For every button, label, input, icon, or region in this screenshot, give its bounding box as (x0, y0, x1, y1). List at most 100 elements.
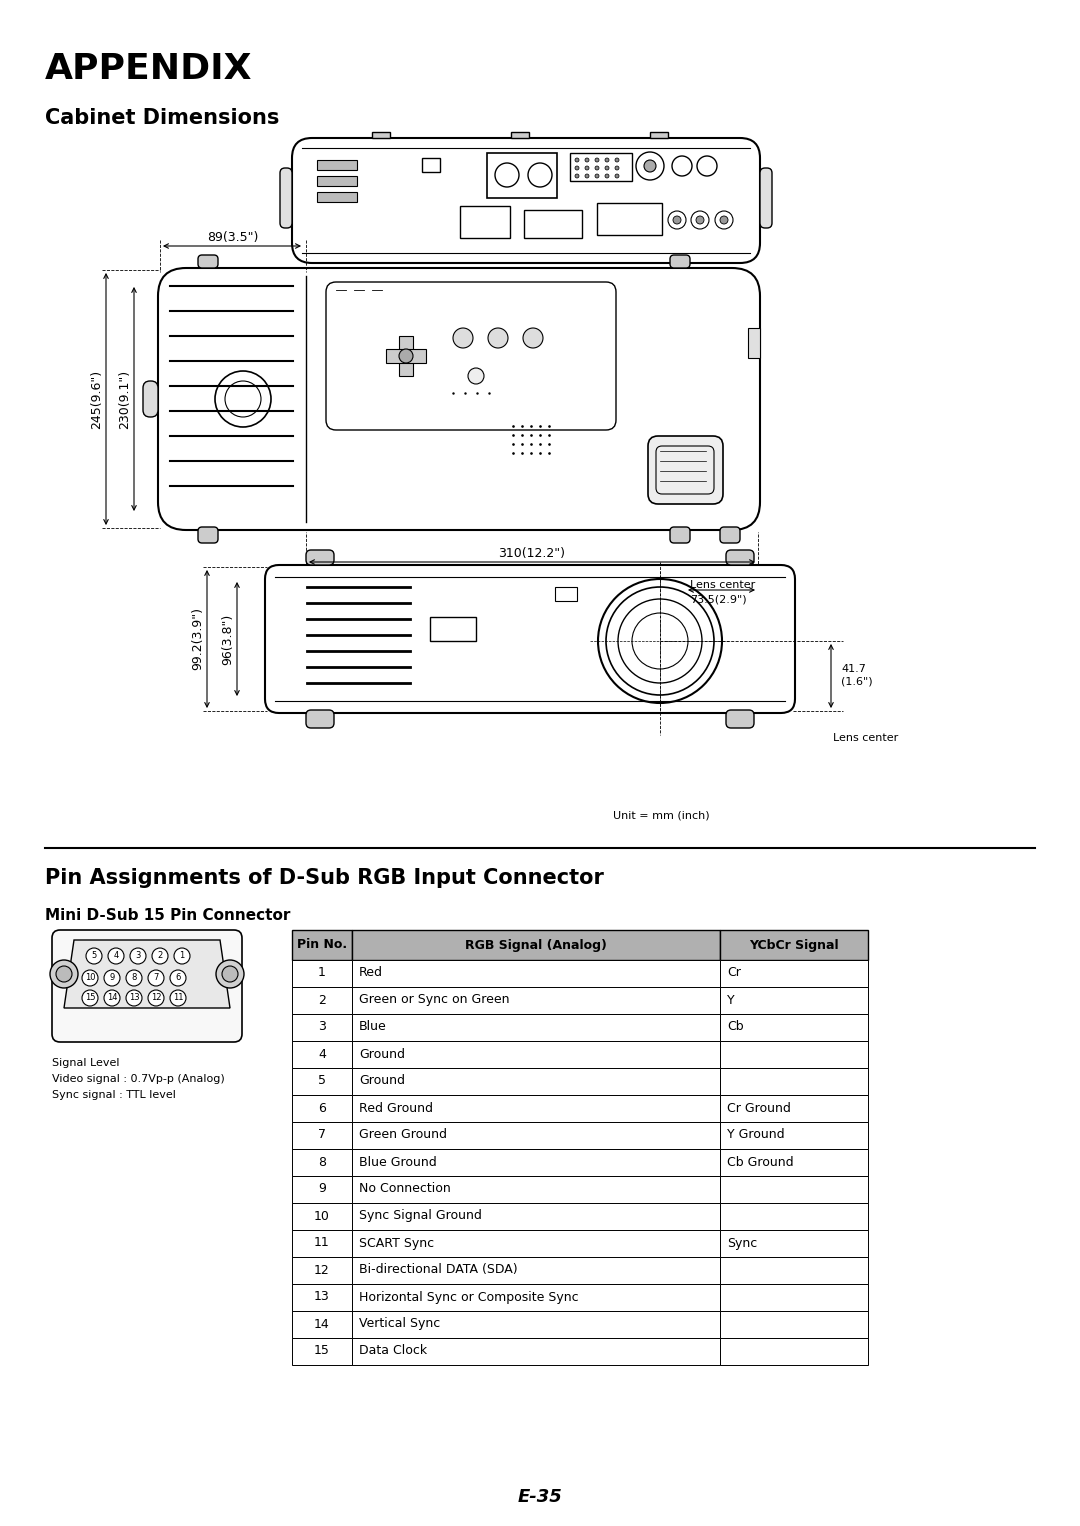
Circle shape (453, 328, 473, 348)
Circle shape (152, 948, 168, 964)
Bar (720, 1338, 868, 1364)
Bar (292, 987, 352, 1013)
Text: Y: Y (727, 993, 734, 1007)
Text: Green Ground: Green Ground (359, 1129, 447, 1141)
Text: Vertical Sync: Vertical Sync (359, 1317, 441, 1331)
FancyBboxPatch shape (306, 710, 334, 728)
Bar (292, 929, 352, 960)
FancyBboxPatch shape (670, 526, 690, 543)
Circle shape (86, 948, 102, 964)
FancyBboxPatch shape (306, 549, 334, 565)
Bar (292, 1177, 352, 1202)
Bar (292, 960, 352, 987)
Text: Video signal : 0.7Vp-p (Analog): Video signal : 0.7Vp-p (Analog) (52, 1074, 225, 1083)
Bar (372, 133, 390, 137)
Bar (524, 211, 582, 238)
Bar (292, 1122, 352, 1149)
Text: (1.6"): (1.6") (841, 676, 873, 687)
Bar (352, 1013, 720, 1041)
Text: 6: 6 (175, 974, 180, 983)
Text: Sync signal : TTL level: Sync signal : TTL level (52, 1090, 176, 1100)
Text: Blue Ground: Blue Ground (359, 1155, 436, 1169)
Bar (720, 1257, 868, 1283)
FancyBboxPatch shape (726, 710, 754, 728)
Text: 13: 13 (129, 993, 139, 1003)
Text: Y Ground: Y Ground (727, 1129, 785, 1141)
Bar (352, 1230, 720, 1257)
Circle shape (615, 174, 619, 179)
Bar (720, 1202, 868, 1230)
Bar (748, 328, 760, 359)
Circle shape (696, 217, 704, 224)
Text: Lens center: Lens center (690, 580, 755, 591)
Circle shape (720, 217, 728, 224)
Bar (650, 133, 669, 137)
Bar (318, 160, 357, 169)
Circle shape (170, 990, 186, 1006)
Bar (352, 1311, 720, 1338)
Text: APPENDIX: APPENDIX (45, 52, 253, 85)
Circle shape (56, 966, 72, 983)
Circle shape (174, 948, 190, 964)
Bar (352, 1283, 720, 1311)
Text: 11: 11 (314, 1236, 329, 1250)
Text: Cabinet Dimensions: Cabinet Dimensions (45, 108, 280, 128)
Text: 99.2(3.9"): 99.2(3.9") (191, 607, 204, 670)
Text: 96(3.8"): 96(3.8") (221, 613, 234, 665)
Circle shape (488, 328, 508, 348)
Bar (720, 1041, 868, 1068)
Bar (292, 1230, 352, 1257)
Text: 2: 2 (158, 952, 163, 960)
Circle shape (585, 174, 589, 179)
Bar (318, 192, 357, 201)
Circle shape (673, 217, 681, 224)
FancyBboxPatch shape (143, 382, 158, 417)
Text: Red: Red (359, 966, 383, 980)
Bar (292, 1338, 352, 1364)
Circle shape (104, 971, 120, 986)
Text: 15: 15 (314, 1344, 329, 1358)
Bar (720, 1177, 868, 1202)
Text: Green or Sync on Green: Green or Sync on Green (359, 993, 510, 1007)
Text: 10: 10 (84, 974, 95, 983)
Bar (720, 1230, 868, 1257)
Bar (292, 1096, 352, 1122)
Circle shape (82, 990, 98, 1006)
Text: 4: 4 (319, 1047, 326, 1061)
Text: 12: 12 (151, 993, 161, 1003)
Text: YCbCr Signal: YCbCr Signal (750, 938, 839, 952)
Text: 5: 5 (318, 1074, 326, 1088)
Text: 1: 1 (319, 966, 326, 980)
Bar (511, 133, 529, 137)
Circle shape (82, 971, 98, 986)
Text: Mini D-Sub 15 Pin Connector: Mini D-Sub 15 Pin Connector (45, 908, 291, 923)
Text: 41.7: 41.7 (841, 664, 866, 674)
Circle shape (595, 159, 599, 162)
Circle shape (130, 948, 146, 964)
Circle shape (108, 948, 124, 964)
Bar (720, 1311, 868, 1338)
Bar (386, 349, 426, 363)
Bar (352, 1177, 720, 1202)
FancyBboxPatch shape (720, 526, 740, 543)
Bar (352, 1338, 720, 1364)
Bar (292, 1283, 352, 1311)
Circle shape (644, 160, 656, 172)
Text: Data Clock: Data Clock (359, 1344, 427, 1358)
Text: 10: 10 (314, 1210, 329, 1222)
Text: Cb Ground: Cb Ground (727, 1155, 794, 1169)
Bar (292, 1149, 352, 1177)
Circle shape (615, 159, 619, 162)
Text: 6: 6 (319, 1102, 326, 1114)
Text: RGB Signal (Analog): RGB Signal (Analog) (465, 938, 607, 952)
Circle shape (575, 166, 579, 169)
Text: 7: 7 (153, 974, 159, 983)
Circle shape (148, 971, 164, 986)
FancyBboxPatch shape (760, 168, 772, 227)
Bar (430, 617, 476, 641)
Bar (352, 929, 720, 960)
Circle shape (575, 159, 579, 162)
Bar (292, 1068, 352, 1096)
Bar (570, 153, 632, 182)
FancyBboxPatch shape (292, 137, 760, 262)
